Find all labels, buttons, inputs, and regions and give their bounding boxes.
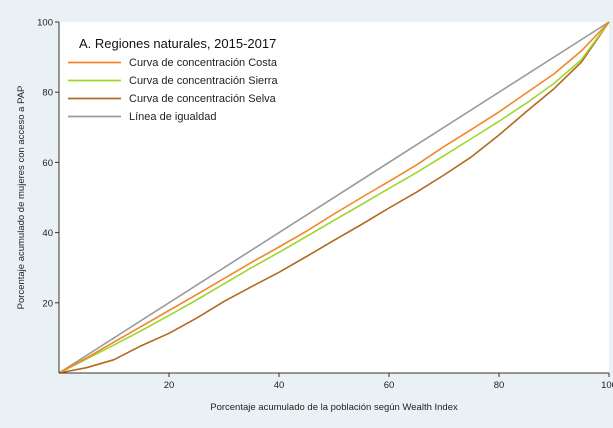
series-line-curva-de-concentracion-selva [58,21,610,374]
legend: A. Regiones naturales, 2015-2017 Curva de… [68,36,278,123]
y-tick-label: 40 [42,228,53,239]
y-tick-label: 80 [42,88,53,99]
series-line-curva-de-concentracion-costa [58,21,610,374]
x-tick-label: 80 [494,380,505,391]
series-line-linea-de-igualdad [58,21,610,374]
y-axis-title: Porcentaje acumulado de mujeres con acce… [16,86,27,310]
x-axis-title: Porcentaje acumulado de la población seg… [210,402,458,413]
legend-label: Curva de concentración Costa [129,57,278,69]
y-tick-label: 60 [42,158,53,169]
x-tick-label: 60 [384,380,395,391]
series-layer [58,21,610,374]
x-tick-label: 40 [274,380,285,391]
axes-layer: 20 40 60 80 100 20 40 60 80 100 [37,18,613,392]
x-tick-label: 100 [601,380,613,391]
y-tick-label: 100 [37,18,53,29]
x-tick-label: 20 [164,380,175,391]
legend-label: Curva de concentración Selva [129,93,277,105]
y-tick-label: 20 [42,298,53,309]
legend-label: Línea de igualdad [129,111,216,123]
legend-label: Curva de concentración Sierra [129,75,278,87]
legend-title: A. Regiones naturales, 2015-2017 [79,36,276,51]
series-line-curva-de-concentracion-sierra [58,21,610,374]
